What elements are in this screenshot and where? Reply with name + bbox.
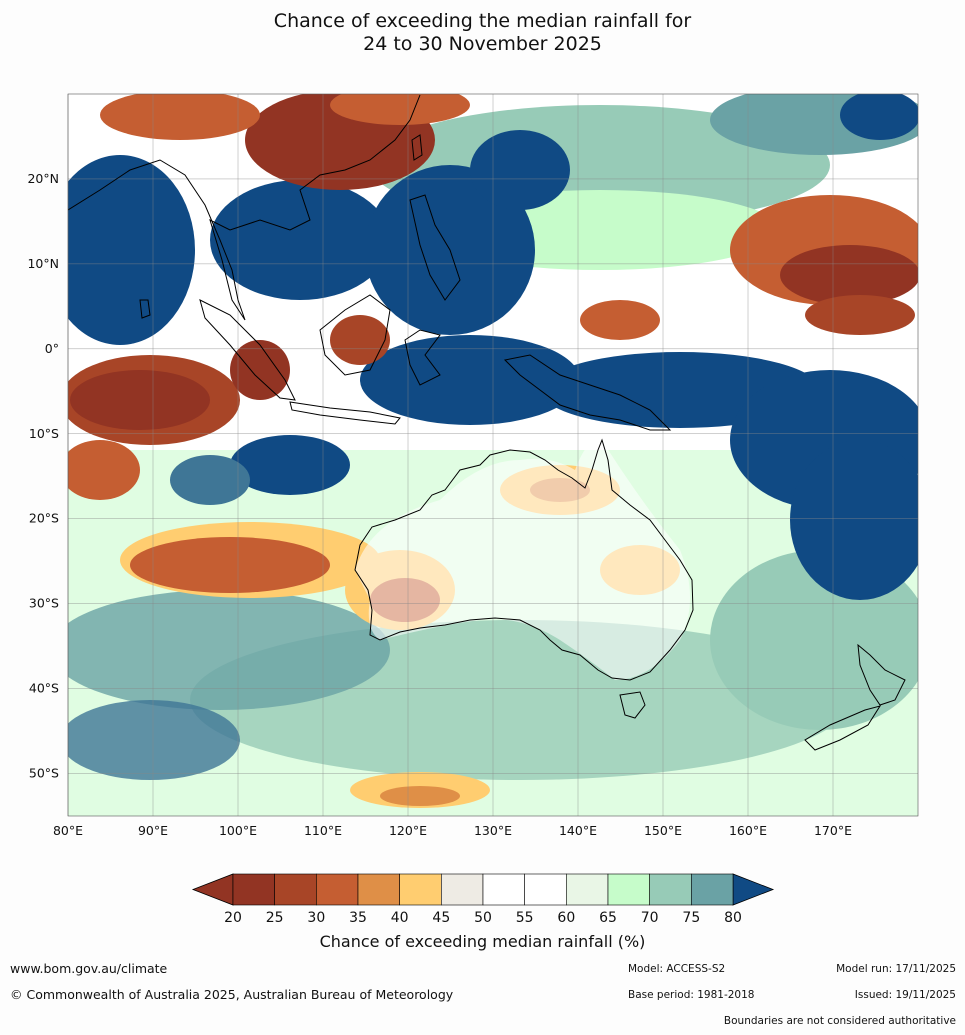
colorbar [191,873,775,906]
sulawesi-coastline [404,329,441,386]
colorbar-swatch [607,873,650,906]
philippines-coastline [409,194,461,301]
colorbar-under-arrow [191,873,234,906]
disclaimer-text: Boundaries are not considered authoritat… [723,1015,956,1027]
model-run-text: Model run: 17/11/2025 [836,963,956,975]
colorbar-tick-label: 70 [641,910,659,926]
colorbar-tick-label: 25 [266,910,284,926]
colorbar-tick-label: 80 [724,910,742,926]
latitude-labels: 20°N 10°N 0° 10°S 20°S 30°S 40°S 50°S [27,171,59,781]
colorbar-tick-label: 20 [224,910,242,926]
latitude-label: 10°N [27,256,59,271]
longitude-label: 100°E [219,823,257,838]
colorbar-tick-label: 30 [307,910,325,926]
copyright-text: © Commonwealth of Australia 2025, Austra… [10,987,454,1002]
longitude-label: 120°E [389,823,427,838]
colorbar-swatch [691,873,734,906]
colorbar-swatch [274,873,317,906]
map-frame [67,93,919,817]
colorbar-tick-label: 60 [557,910,575,926]
title-line-2: 24 to 30 November 2025 [363,33,602,55]
tasmania-coastline [619,691,646,719]
australia-coastline [354,438,694,681]
sri-lanka-coastline [139,299,151,319]
sumatra-coastline [199,299,296,401]
coastlines [68,94,906,751]
latitude-label: 40°S [29,681,59,696]
new-zealand-south-coastline [804,705,882,751]
base-period-text: Base period: 1981-2018 [628,989,755,1001]
colorbar-over-arrow [732,873,775,906]
chart-title: Chance of exceeding the median rainfall … [0,10,965,56]
latitude-label: 20°S [29,511,59,526]
colorbar-ticks: 20 25 30 35 40 45 50 55 60 65 70 75 80 [224,910,742,926]
latitude-label: 50°S [29,766,59,781]
longitude-label: 160°E [729,823,767,838]
colorbar-swatch [566,873,609,906]
website-link[interactable]: www.bom.gov.au/climate [10,961,168,976]
taiwan-coastline [411,134,423,161]
colorbar-tick-label: 40 [391,910,409,926]
java-coastline [289,401,401,425]
colorbar-swatch [482,873,525,906]
colorbar-tick-label: 55 [516,910,534,926]
title-line-1: Chance of exceeding the median rainfall … [273,10,692,32]
colorbar-tick-label: 35 [349,910,367,926]
latitude-label: 10°S [29,426,59,441]
colorbar-tick-label: 65 [599,910,617,926]
colorbar-swatch [357,873,400,906]
new-zealand-north-coastline [857,643,906,706]
colorbar-swatch [232,873,275,906]
longitude-label: 90°E [138,823,168,838]
colorbar-swatch [441,873,484,906]
longitude-label: 130°E [474,823,512,838]
borneo-coastline [319,294,391,376]
map-field [68,94,918,816]
mainland-asia-coastline [68,94,421,321]
colorbar-tick-label: 50 [474,910,492,926]
colorbar-swatch [524,873,567,906]
colorbar-tick-label: 75 [682,910,700,926]
issued-text: Issued: 19/11/2025 [854,989,956,1001]
colorbar-tick-label: 45 [432,910,450,926]
colorbar-swatch [399,873,442,906]
latitude-label: 30°S [29,596,59,611]
latitude-label: 20°N [27,171,59,186]
longitude-label: 150°E [644,823,682,838]
longitude-labels: 80°E 90°E 100°E 110°E 120°E 130°E 140°E 150°E 16… [53,823,852,838]
colorbar-title: Chance of exceeding median rainfall (%) [319,932,646,951]
model-text: Model: ACCESS-S2 [628,963,726,975]
longitude-label: 140°E [559,823,597,838]
longitude-label: 80°E [53,823,83,838]
longitude-label: 170°E [814,823,852,838]
colorbar-swatch [316,873,359,906]
colorbar-swatch [649,873,692,906]
new-guinea-coastline [503,354,672,431]
latitude-label: 0° [45,341,59,356]
longitude-label: 110°E [304,823,342,838]
graticule [67,94,918,816]
